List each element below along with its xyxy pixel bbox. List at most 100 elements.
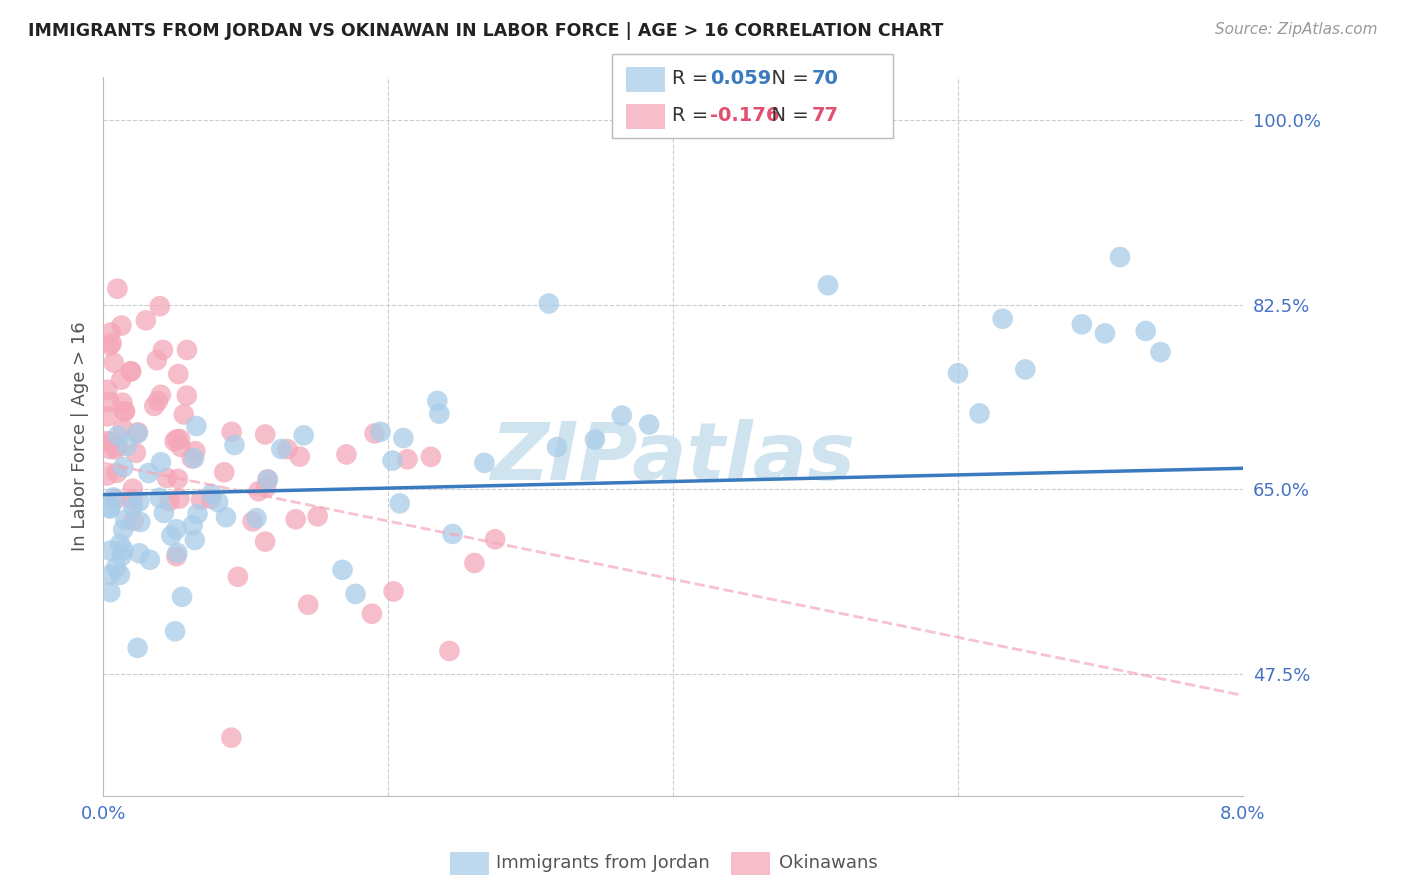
Point bbox=[146, 353, 169, 368]
Point bbox=[427, 407, 450, 421]
Point bbox=[98, 500, 121, 515]
Point bbox=[103, 491, 125, 505]
Text: 77: 77 bbox=[811, 106, 838, 125]
Point bbox=[110, 373, 132, 387]
Point bbox=[98, 501, 121, 516]
Point bbox=[167, 367, 190, 381]
Text: ZIPatlas: ZIPatlas bbox=[491, 419, 856, 497]
Point bbox=[122, 514, 145, 528]
Point bbox=[254, 427, 277, 442]
Point bbox=[112, 542, 135, 557]
Text: 0.059: 0.059 bbox=[710, 69, 772, 87]
Point bbox=[297, 598, 319, 612]
Point bbox=[396, 452, 419, 467]
Point bbox=[96, 468, 118, 483]
Point bbox=[104, 442, 127, 457]
Text: Source: ZipAtlas.com: Source: ZipAtlas.com bbox=[1215, 22, 1378, 37]
Point bbox=[98, 442, 121, 456]
Point bbox=[361, 607, 384, 621]
Point bbox=[127, 640, 149, 655]
Point bbox=[200, 487, 222, 501]
Point bbox=[170, 440, 193, 454]
Point bbox=[186, 419, 208, 434]
Point bbox=[128, 494, 150, 508]
Point bbox=[105, 282, 128, 296]
Point bbox=[224, 438, 246, 452]
Point bbox=[382, 584, 405, 599]
Point bbox=[332, 563, 354, 577]
Point bbox=[292, 428, 315, 442]
Point bbox=[121, 482, 143, 496]
Point bbox=[127, 426, 149, 441]
Point bbox=[946, 366, 969, 380]
Point bbox=[474, 456, 496, 470]
Point bbox=[200, 491, 222, 506]
Point bbox=[173, 408, 195, 422]
Point bbox=[165, 522, 187, 536]
Point bbox=[139, 553, 162, 567]
Point bbox=[107, 428, 129, 442]
Text: 70: 70 bbox=[811, 69, 838, 87]
Point bbox=[149, 299, 172, 313]
Point bbox=[120, 364, 142, 378]
Point bbox=[546, 440, 568, 454]
Point bbox=[103, 355, 125, 369]
Point bbox=[288, 450, 311, 464]
Point bbox=[111, 395, 134, 409]
Point bbox=[226, 570, 249, 584]
Point bbox=[112, 460, 135, 475]
Text: -0.176: -0.176 bbox=[710, 106, 779, 125]
Point bbox=[484, 533, 506, 547]
Point bbox=[254, 481, 277, 495]
Point bbox=[152, 343, 174, 357]
Point bbox=[537, 296, 560, 310]
Point bbox=[212, 465, 235, 479]
Point bbox=[96, 383, 118, 397]
Text: R =: R = bbox=[672, 106, 714, 125]
Point bbox=[176, 343, 198, 357]
Point bbox=[135, 313, 157, 327]
Text: R =: R = bbox=[672, 69, 714, 87]
Point bbox=[991, 311, 1014, 326]
Point bbox=[254, 534, 277, 549]
Point bbox=[370, 425, 392, 439]
Point bbox=[129, 515, 152, 529]
Text: N =: N = bbox=[759, 69, 815, 87]
Point bbox=[156, 471, 179, 485]
Point bbox=[284, 512, 307, 526]
Point bbox=[190, 492, 212, 507]
Point bbox=[98, 435, 121, 450]
Point bbox=[817, 278, 839, 293]
Point bbox=[160, 528, 183, 542]
Point bbox=[121, 492, 143, 507]
Point bbox=[221, 425, 243, 439]
Point bbox=[128, 546, 150, 560]
Point bbox=[127, 425, 149, 440]
Point bbox=[149, 455, 172, 469]
Point bbox=[969, 406, 991, 420]
Point bbox=[638, 417, 661, 432]
Point bbox=[583, 433, 606, 447]
Point bbox=[344, 587, 367, 601]
Point bbox=[186, 507, 208, 521]
Point bbox=[184, 444, 207, 458]
Point bbox=[270, 442, 292, 456]
Point bbox=[1070, 318, 1092, 332]
Point bbox=[215, 510, 238, 524]
Point bbox=[363, 426, 385, 441]
Point bbox=[181, 518, 204, 533]
Point bbox=[165, 549, 187, 564]
Point bbox=[426, 393, 449, 408]
Point bbox=[105, 466, 128, 480]
Point bbox=[257, 473, 280, 487]
Point bbox=[100, 326, 122, 340]
Point bbox=[276, 442, 298, 457]
Y-axis label: In Labor Force | Age > 16: In Labor Force | Age > 16 bbox=[72, 322, 89, 551]
Point bbox=[98, 585, 121, 599]
Point bbox=[1014, 362, 1036, 376]
Point bbox=[112, 523, 135, 537]
Point bbox=[207, 495, 229, 509]
Point bbox=[108, 537, 131, 551]
Text: N =: N = bbox=[759, 106, 815, 125]
Point bbox=[98, 543, 121, 558]
